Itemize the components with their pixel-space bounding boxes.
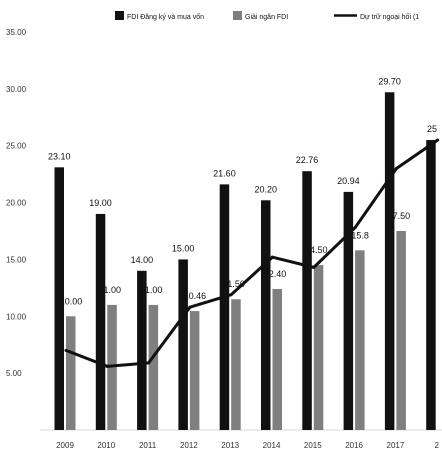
y-tick-label-1: 10.00	[6, 312, 27, 321]
bar-fdi-disbursed-3	[189, 311, 200, 430]
legend-label-fdi-registered: FDI Đăng ký và mua vốn	[127, 12, 204, 21]
bar-fdi-disbursed-6	[313, 265, 324, 430]
data-label-fdi-registered-0: 23.10	[48, 151, 71, 161]
x-tick-label-7: 2016	[345, 441, 363, 450]
bars	[54, 92, 436, 431]
data-label-fdi-disbursed-8: 7.50	[393, 211, 411, 221]
data-label-fdi-registered-6: 22.76	[296, 155, 319, 165]
bar-fdi-disbursed-8	[396, 231, 406, 430]
y-tick-label-0: 5.00	[6, 369, 22, 378]
x-tick-label-9: 2	[434, 441, 439, 450]
bar-fdi-registered-2	[137, 270, 147, 430]
y-tick-label-3: 20.00	[6, 199, 27, 208]
line-series	[64, 138, 440, 368]
legend-swatch-fdi-registered	[115, 11, 124, 20]
line-point-forex-reserves-6	[312, 265, 316, 269]
data-label-fdi-registered-3: 15.00	[172, 243, 195, 253]
data-label-fdi-disbursed-0: 10.00	[60, 296, 83, 306]
x-tick-label-2: 2011	[139, 441, 157, 450]
data-label-fdi-registered-9: 25	[427, 124, 437, 134]
bar-fdi-disbursed-2	[148, 304, 159, 430]
data-label-fdi-disbursed-6: 4.50	[310, 245, 328, 255]
bar-fdi-registered-5	[261, 200, 271, 430]
bar-fdi-registered-1	[95, 213, 106, 430]
line-forex-reserves	[65, 138, 439, 368]
line-point-forex-reserves-7	[353, 226, 357, 230]
bar-fdi-registered-4	[219, 184, 230, 430]
bar-fdi-registered-8	[384, 92, 395, 431]
x-tick-label-0: 2009	[56, 441, 74, 450]
line-point-forex-reserves-2	[147, 361, 151, 365]
bar-fdi-disbursed-5	[272, 288, 282, 430]
bar-fdi-registered-7	[343, 191, 354, 430]
x-tick-label-3: 2012	[180, 441, 198, 450]
x-tick-label-5: 2014	[263, 441, 281, 450]
bar-fdi-registered-3	[178, 259, 188, 430]
data-label-fdi-disbursed-4: 1.50	[227, 279, 245, 289]
line-point-forex-reserves-0	[64, 348, 68, 352]
data-label-fdi-registered-4: 21.60	[213, 168, 236, 178]
bar-fdi-registered-6	[302, 171, 312, 430]
bar-fdi-disbursed-1	[107, 304, 117, 430]
legend-label-fdi-disbursed: Giải ngân FDI	[245, 14, 288, 21]
x-tick-label-6: 2015	[304, 441, 322, 450]
legend-swatch-fdi-disbursed	[233, 11, 242, 20]
bar-fdi-disbursed-0	[66, 316, 76, 430]
y-tick-label-2: 15.00	[6, 255, 27, 264]
y-tick-label-5: 30.00	[6, 85, 27, 94]
data-label-fdi-registered-8: 29.70	[378, 76, 401, 86]
legend-label-forex-reserves: Dự trữ ngoại hối (1	[360, 12, 419, 21]
line-point-forex-reserves-5	[271, 255, 274, 259]
line-point-forex-reserves-3	[188, 305, 192, 309]
bar-fdi-registered-0	[54, 167, 64, 430]
bar-fdi-disbursed-4	[231, 299, 241, 430]
data-label-fdi-disbursed-7: 15.8	[351, 230, 369, 240]
data-label-fdi-registered-7: 20.94	[337, 176, 360, 186]
y-tick-label-4: 25.00	[6, 142, 27, 151]
line-point-forex-reserves-8	[394, 166, 398, 170]
data-label-fdi-disbursed-3: 10.46	[184, 291, 207, 301]
y-axis: 5.00 10.00 15.00 20.00 25.00 30.00 35.00	[6, 28, 27, 378]
legend: FDI Đăng ký và mua vốn Giải ngân FDI Dự …	[115, 11, 419, 21]
line-point-forex-reserves-1	[105, 364, 109, 368]
data-label-fdi-registered-2: 14.00	[131, 255, 154, 265]
bar-fdi-disbursed-7	[355, 250, 365, 430]
y-tick-label-6: 35.00	[6, 28, 27, 37]
data-label-fdi-disbursed-2: 1.00	[145, 285, 163, 295]
bar-fdi-registered-9	[426, 140, 436, 430]
line-point-forex-reserves-4	[229, 293, 233, 297]
data-labels: 23.10 19.00 14.00 15.00 21.60 20.20 22.76 20.94…	[48, 76, 437, 306]
data-label-fdi-disbursed-5: 2.40	[269, 269, 287, 279]
data-label-fdi-registered-1: 19.00	[89, 198, 112, 208]
x-tick-label-8: 2017	[387, 441, 405, 450]
data-label-fdi-registered-5: 20.20	[254, 184, 277, 194]
x-tick-label-1: 2010	[97, 441, 115, 450]
data-label-fdi-disbursed-1: 1.00	[104, 285, 122, 295]
x-axis: 2009 2010 2011 2012 2013 2014 2015 2016 2017 2	[56, 441, 439, 450]
line-point-forex-reserves-9	[436, 138, 440, 142]
x-tick-label-4: 2013	[221, 441, 239, 450]
